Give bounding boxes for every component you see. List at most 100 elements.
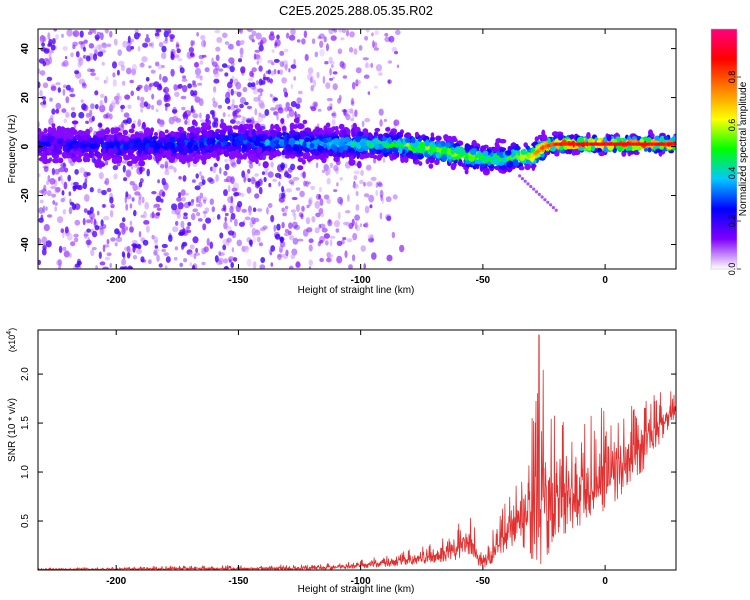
ridge-cell <box>238 125 246 133</box>
noise-speck <box>274 172 281 178</box>
noise-speck <box>50 44 56 51</box>
noise-speck <box>156 254 160 262</box>
noise-speck <box>54 202 58 206</box>
ridge-cell <box>643 147 648 152</box>
ridge-cell <box>216 147 221 154</box>
noise-speck <box>252 261 257 269</box>
noise-speck <box>91 156 96 163</box>
ridge-cell <box>301 146 308 152</box>
ridge-cell <box>530 148 535 153</box>
noise-speck <box>222 244 227 251</box>
ridge-cell <box>302 131 309 137</box>
noise-speck <box>212 101 218 108</box>
ridge-cell <box>56 133 62 139</box>
noise-speck <box>319 223 326 229</box>
noise-speck <box>174 91 180 98</box>
noise-speck <box>326 43 329 52</box>
noise-speck <box>315 162 319 169</box>
ridge-cell <box>603 146 608 153</box>
noise-speck <box>215 46 221 52</box>
ridge-cell <box>499 138 507 144</box>
noise-speck <box>336 182 339 187</box>
noise-speck <box>202 196 208 202</box>
noise-speck <box>42 82 49 89</box>
noise-speck <box>355 190 359 197</box>
ridge-cell <box>73 150 81 155</box>
ridge-cell <box>86 142 92 147</box>
noise-speck <box>355 79 361 85</box>
noise-speck <box>349 108 354 114</box>
ridge-cell <box>80 135 88 141</box>
noise-speck <box>291 248 298 256</box>
noise-speck <box>328 254 334 258</box>
noise-speck <box>288 34 296 41</box>
ridge-cell <box>154 132 158 137</box>
ridge-cell <box>424 145 430 151</box>
ridge-cell <box>204 144 211 151</box>
y-tick-label: -20 <box>20 188 31 203</box>
noise-speck <box>184 192 189 196</box>
secondary-cell <box>520 177 525 181</box>
noise-speck <box>117 49 122 56</box>
noise-speck <box>279 245 283 254</box>
noise-speck <box>337 196 343 205</box>
noise-speck <box>122 40 128 48</box>
noise-speck <box>258 186 263 195</box>
ridge-cell <box>430 136 435 142</box>
noise-speck <box>279 69 284 75</box>
noise-speck <box>46 190 52 197</box>
noise-speck <box>78 40 84 45</box>
noise-speck <box>67 174 71 182</box>
noise-speck <box>255 80 259 86</box>
noise-speck <box>256 56 263 63</box>
ridge-cell <box>161 131 166 139</box>
noise-speck <box>223 189 228 197</box>
noise-speck <box>295 187 301 191</box>
noise-speck <box>103 114 109 119</box>
ridge-cell <box>293 118 299 123</box>
noise-speck <box>63 250 70 258</box>
noise-speck <box>126 67 132 75</box>
noise-speck <box>224 97 231 104</box>
noise-speck <box>386 254 393 262</box>
noise-speck <box>161 45 167 53</box>
noise-speck <box>258 65 263 72</box>
noise-speck <box>354 221 358 230</box>
noise-speck <box>108 108 112 112</box>
ridge-cell <box>281 150 286 156</box>
ridge-cell <box>66 128 72 135</box>
noise-speck <box>96 210 100 216</box>
spectrogram-y-axis: -40 -20 0 20 40 <box>20 43 676 252</box>
noise-speck <box>49 178 56 185</box>
noise-speck <box>72 31 77 37</box>
ridge-cell <box>122 129 128 136</box>
noise-speck <box>377 181 382 186</box>
noise-speck <box>246 105 252 110</box>
ridge-cell <box>418 161 423 166</box>
noise-speck <box>70 107 76 111</box>
noise-speck <box>133 120 136 124</box>
noise-speck <box>230 104 236 111</box>
noise-speck <box>64 56 68 60</box>
noise-speck <box>59 166 67 173</box>
y-tick-label: 2.0 <box>20 367 31 381</box>
noise-speck <box>263 176 267 183</box>
noise-speck <box>277 107 284 114</box>
noise-speck <box>189 262 192 267</box>
noise-speck <box>299 190 305 198</box>
noise-speck <box>236 158 242 165</box>
secondary-cell <box>532 187 536 191</box>
noise-speck <box>308 238 314 243</box>
noise-speck <box>290 29 296 36</box>
spectrogram-x-axis: -200 -150 -100 -50 0 <box>106 29 608 286</box>
noise-speck <box>294 111 297 119</box>
ridge-cell <box>341 129 347 136</box>
noise-speck <box>91 246 97 251</box>
noise-speck <box>218 68 224 72</box>
noise-speck <box>72 44 76 50</box>
noise-speck <box>120 64 125 72</box>
ridge-cell <box>311 154 316 160</box>
ridge-cell <box>428 163 434 169</box>
noise-speck <box>341 62 346 70</box>
ridge-cell <box>121 134 126 140</box>
